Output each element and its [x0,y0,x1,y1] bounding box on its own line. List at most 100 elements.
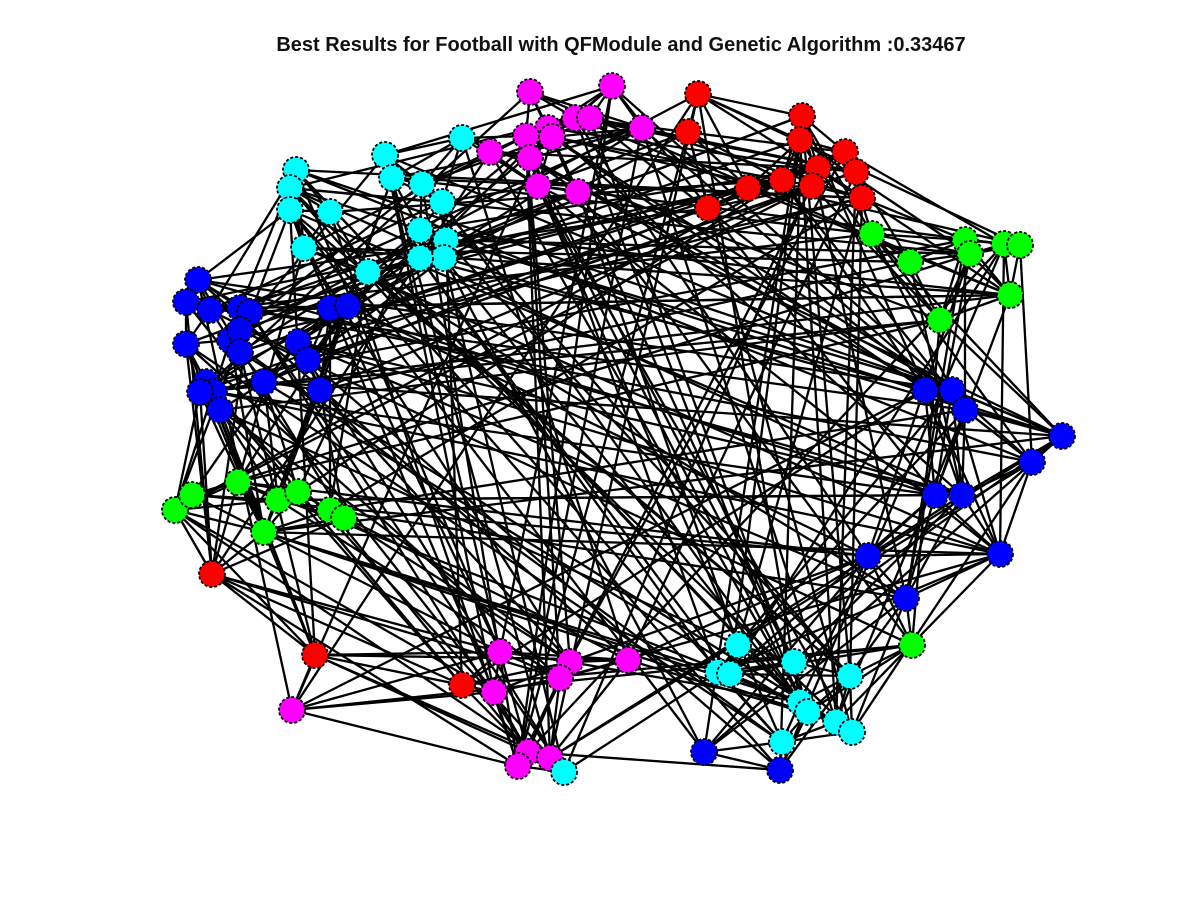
node-cyan [838,718,866,746]
node-blue [294,346,322,374]
edge [291,650,501,712]
edge [211,572,463,687]
edge [871,232,971,256]
edge [228,339,266,533]
node-green [896,248,924,276]
edge [933,294,1012,496]
edge [384,84,613,157]
edge [960,409,967,496]
edge [229,92,699,342]
edge [870,233,954,391]
edge [703,435,1063,753]
edge [191,242,1005,497]
edge [314,650,501,657]
edge [419,256,936,497]
node-magenta [524,172,552,200]
node-cyan [406,244,434,272]
node-blue [334,292,362,320]
edge [801,115,873,235]
edge [551,135,783,182]
node-magenta [504,752,532,780]
edge [737,389,953,646]
node-red [198,560,226,588]
edge [239,306,1033,464]
edge [191,341,299,496]
edge [263,530,501,654]
edge [641,127,966,411]
edge [1018,244,1034,463]
edge [297,196,863,344]
node-red [734,174,762,202]
edge [524,135,552,759]
node-cyan [550,758,578,786]
edge [319,184,813,392]
edge [314,653,551,760]
node-red [842,158,870,186]
edge [817,167,1011,296]
node-blue [184,266,212,294]
edge [529,156,953,392]
edge [295,168,953,392]
node-magenta [628,114,656,142]
node-green [1006,231,1034,259]
node-cyan [448,124,476,152]
node-green [178,481,206,509]
node-cyan [768,728,796,756]
edge [329,509,529,753]
edge [800,115,1002,555]
edge [289,208,963,497]
node-blue [921,481,949,509]
node-magenta [516,144,544,172]
edge [229,339,783,743]
edge [549,435,1063,759]
edge [367,271,907,599]
edge [390,177,552,759]
edge [318,389,346,519]
node-cyan [371,141,399,169]
node-red [788,102,816,130]
node-blue [1018,448,1046,476]
edge [445,238,971,256]
node-blue [186,378,214,406]
node-cyan [316,198,344,226]
edge [527,750,781,772]
edge [461,684,529,753]
edge [211,573,316,656]
edge [696,93,802,703]
node-blue [1048,422,1076,450]
edge [703,750,781,772]
node-magenta [614,646,642,674]
node-cyan [724,631,752,659]
edge [347,304,869,558]
node-magenta [278,696,306,724]
edge [420,183,520,767]
node-green [330,504,358,532]
edge [537,184,1005,246]
edge [174,509,316,656]
edge [461,660,571,687]
node-green [956,240,984,268]
node-layer [161,72,1076,786]
edge [781,179,926,391]
edge [686,131,854,733]
node-cyan [794,698,822,726]
edge [196,279,294,711]
edge [866,253,972,557]
node-cyan [406,216,434,244]
edge [867,494,963,557]
edge [211,572,501,654]
edge [461,643,913,687]
node-red [674,118,702,146]
edge [219,409,463,686]
edge [197,209,291,281]
edge [219,318,941,412]
edge [185,114,803,346]
node-cyan [430,244,458,272]
edge [174,509,565,773]
edge [262,381,300,493]
node-blue [938,376,966,404]
node-magenta [486,638,514,666]
edge [219,409,279,501]
node-cyan [716,660,744,688]
